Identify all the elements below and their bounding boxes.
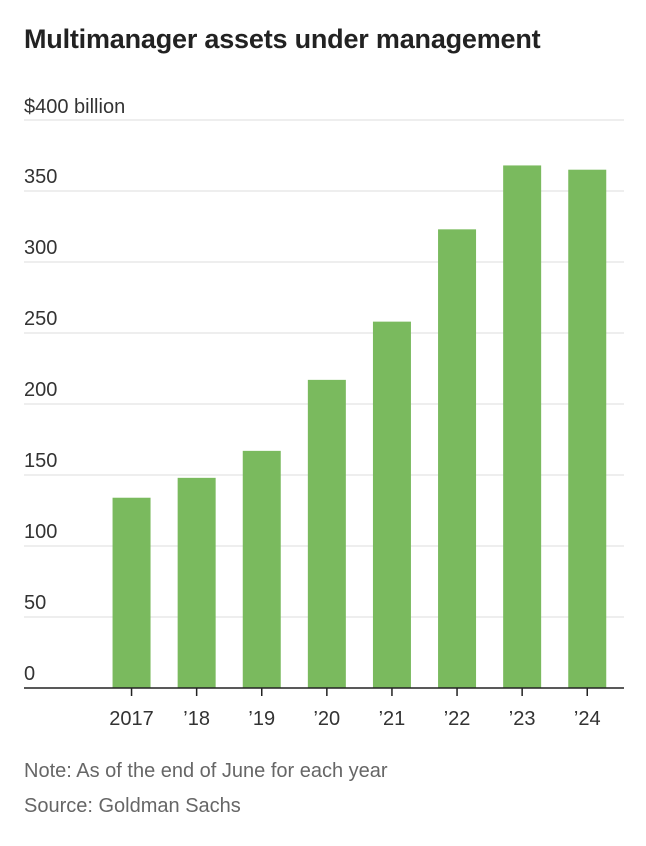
bar [242, 450, 281, 688]
x-tick-label: ’23 [509, 708, 536, 730]
x-tick-labels: 2017 ’18 ’19 ’20 ’21 ’22 ’23 ’24 [109, 708, 600, 730]
x-tick-label: ’24 [574, 708, 601, 730]
y-tick-label: 200 [24, 379, 57, 401]
x-tick-label: ’19 [248, 708, 275, 730]
y-axis-unit-label: $400 billion [24, 96, 125, 118]
bar [503, 165, 542, 688]
bar [438, 229, 477, 688]
y-tick-label: 150 [24, 450, 57, 472]
chart-title: Multimanager assets under management [24, 24, 541, 54]
y-tick-label: 50 [24, 592, 46, 614]
x-tick-label: ’22 [444, 708, 471, 730]
bar [112, 497, 151, 688]
y-tick-label: 350 [24, 166, 57, 188]
x-tick-label: ’20 [313, 708, 340, 730]
x-tick-label: ’18 [183, 708, 210, 730]
y-tick-label: 100 [24, 521, 57, 543]
x-tick-label: 2017 [109, 708, 154, 730]
bar [307, 379, 346, 688]
y-tick-label: 250 [24, 308, 57, 330]
bar [372, 321, 411, 688]
chart-source: Source: Goldman Sachs [24, 795, 241, 817]
bar [568, 169, 607, 688]
chart-note: Note: As of the end of June for each yea… [24, 760, 388, 782]
bar [177, 477, 216, 688]
x-tick-label: ’21 [379, 708, 406, 730]
y-tick-label: 0 [24, 663, 35, 685]
x-tick-marks [130, 688, 588, 696]
y-tick-labels: 0 50 100 150 200 250 300 350 [24, 166, 57, 685]
y-tick-label: 300 [24, 237, 57, 259]
bars [112, 165, 607, 688]
